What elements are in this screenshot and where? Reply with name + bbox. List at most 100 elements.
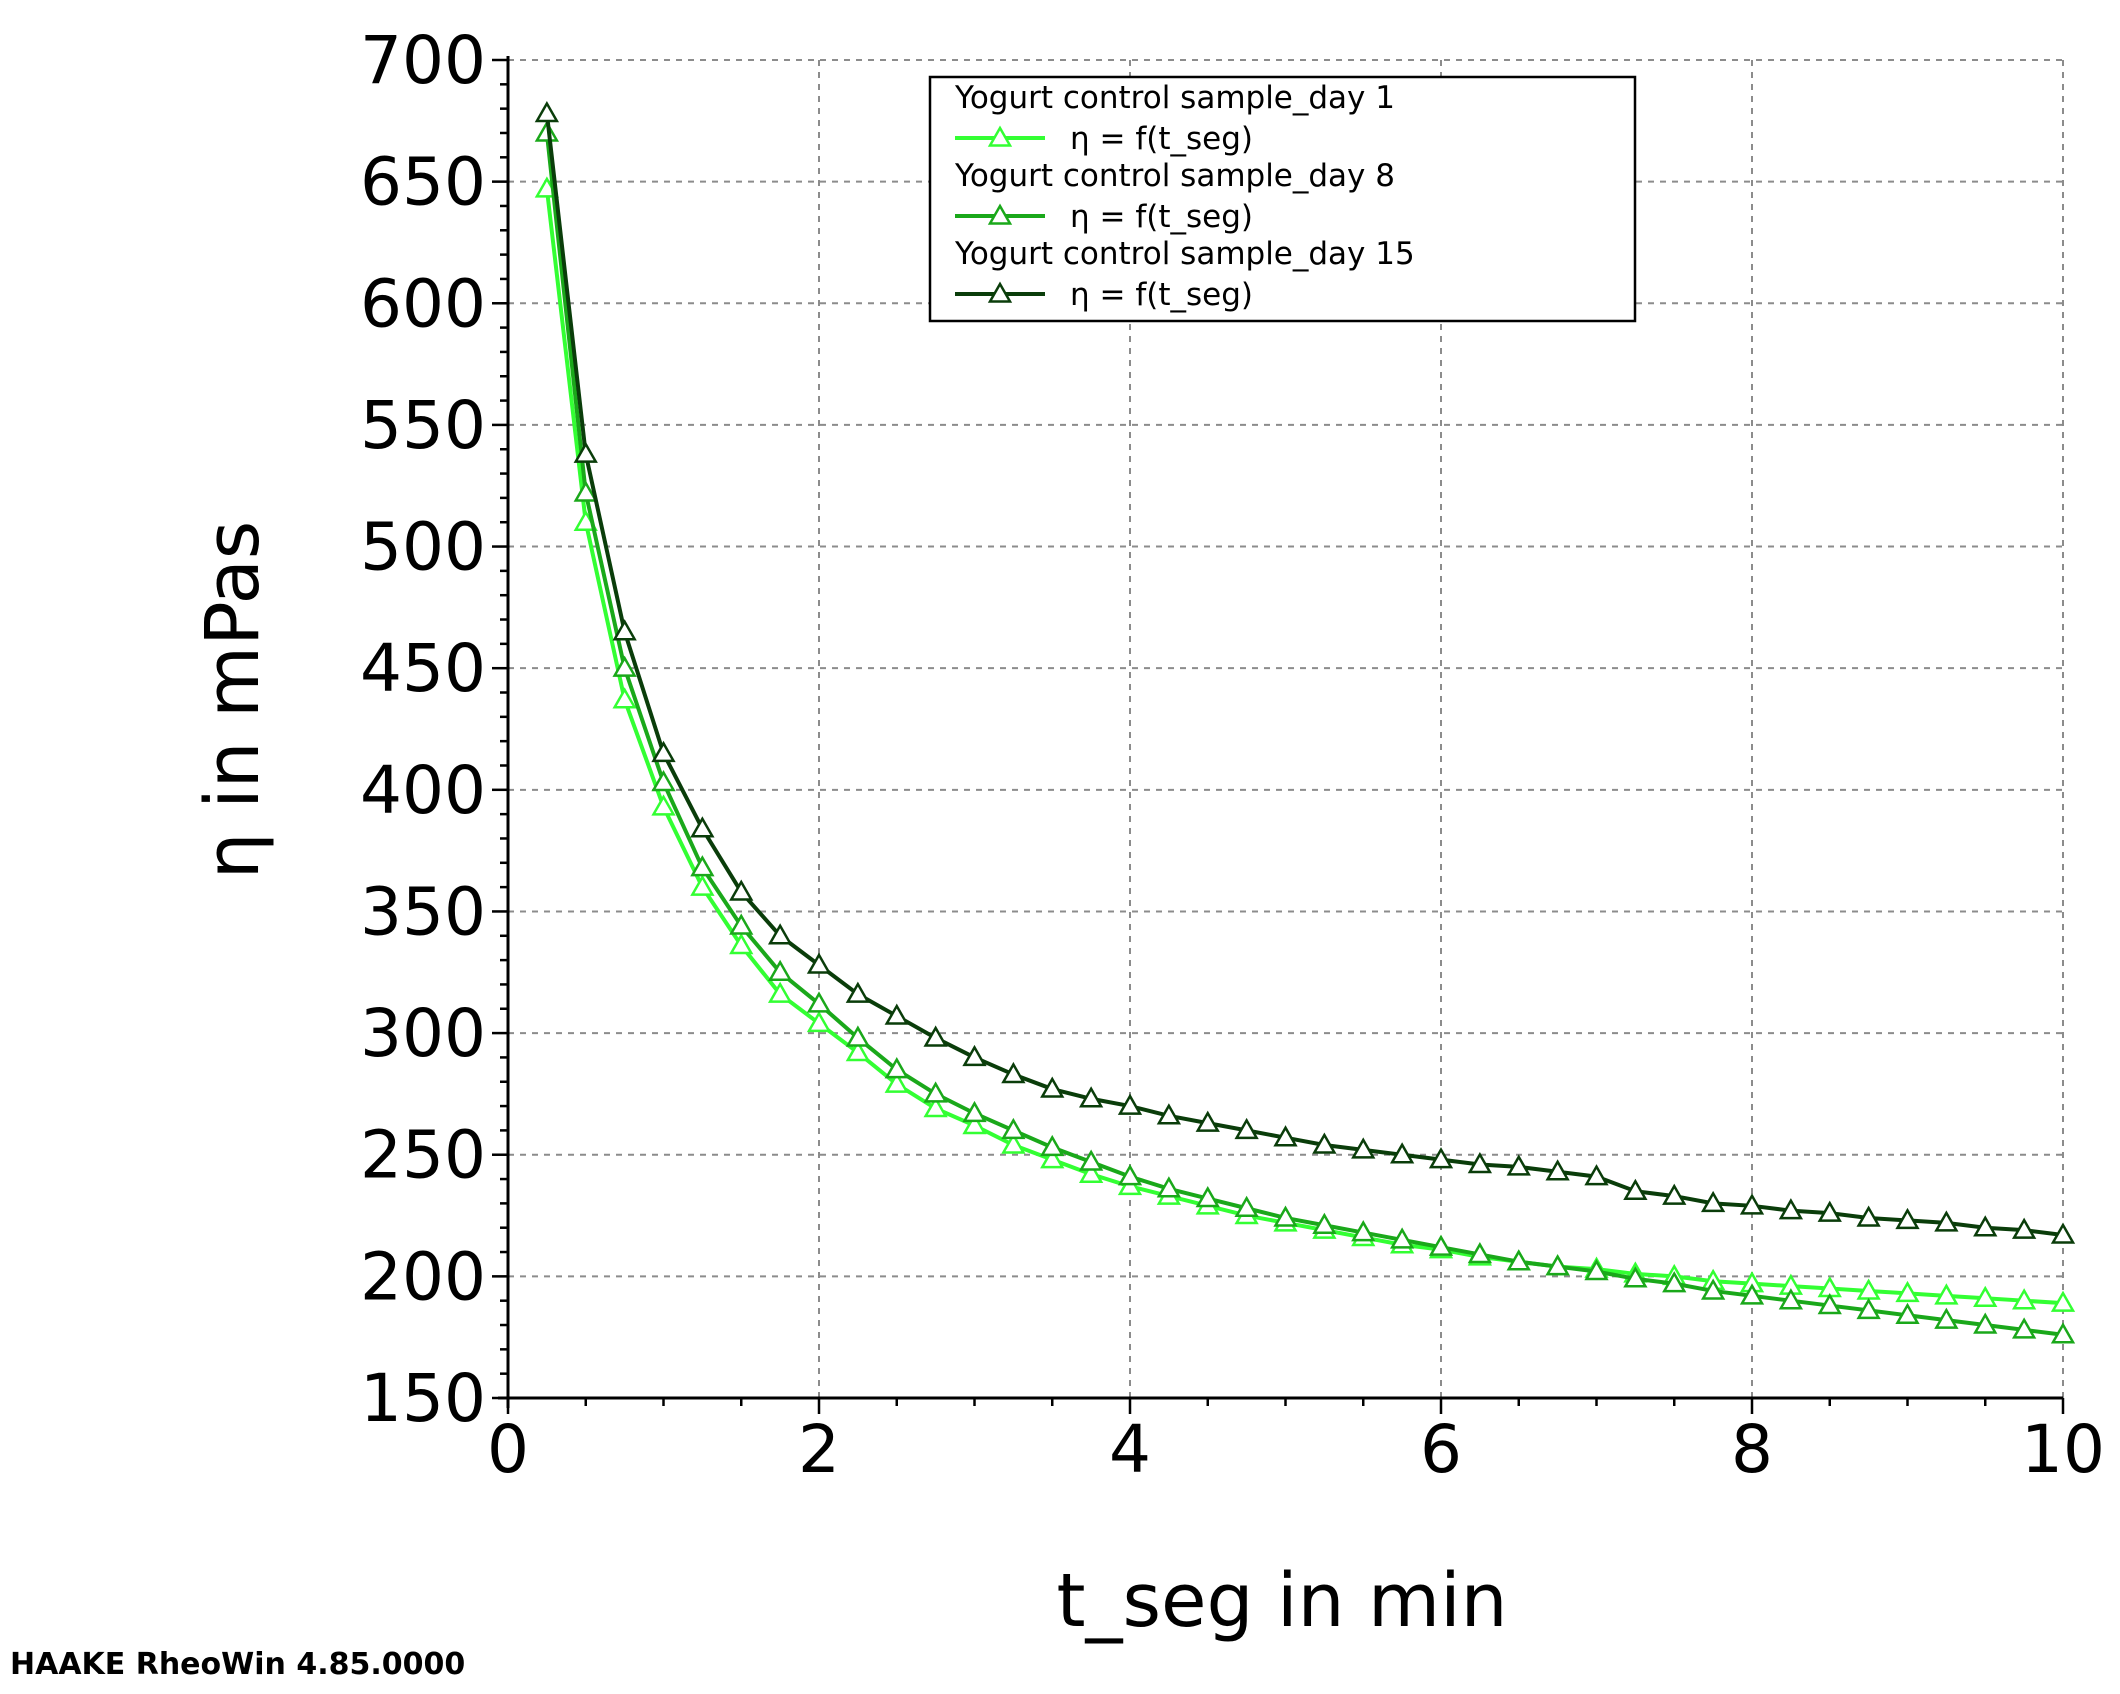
legend-entries: Yogurt control sample_day 1η = f(t_seg)Y… xyxy=(954,80,1415,313)
data-point-marker xyxy=(1273,1125,1298,1147)
data-point-marker xyxy=(923,1025,948,1047)
tick-labels: 150 200 250 300 350 400 450 500 550 600 650 700 0 2 4 6… xyxy=(360,22,2105,1488)
data-point-marker xyxy=(1156,1103,1182,1125)
data-point-marker xyxy=(2011,1217,2037,1239)
data-point-marker xyxy=(1351,1220,1376,1242)
data-point-marker xyxy=(1623,1178,1648,1200)
data-point-marker xyxy=(1428,1234,1454,1256)
y-axis-title: η in mPas xyxy=(190,521,276,880)
data-point-marker xyxy=(1040,1076,1065,1098)
series-line xyxy=(544,132,2064,1337)
data-point-marker xyxy=(767,981,793,1003)
legend-marker xyxy=(987,125,1013,147)
data-point-marker xyxy=(806,952,832,974)
data-point-marker xyxy=(1895,1207,1920,1230)
data-point-marker xyxy=(767,923,793,945)
data-point-marker xyxy=(1623,1266,1648,1288)
data-point-marker xyxy=(767,959,793,982)
legend-series-label: η = f(t_seg) xyxy=(1070,277,1253,313)
data-point-marker xyxy=(1895,1280,1920,1303)
data-point-marker xyxy=(651,740,676,763)
data-point-marker xyxy=(1973,1215,1998,1237)
data-point-marker xyxy=(651,794,676,816)
data-point-marker xyxy=(1662,1183,1687,1205)
x-tick-label: 8 xyxy=(1731,1411,1773,1488)
software-footer: HAAKE RheoWin 4.85.0000 xyxy=(10,1647,465,1682)
data-point-marker xyxy=(1739,1283,1765,1305)
y-tick-label: 150 xyxy=(360,1360,486,1437)
data-point-marker xyxy=(1001,1117,1026,1140)
data-point-marker xyxy=(1700,1278,1726,1300)
data-point-marker xyxy=(1739,1193,1765,1215)
data-point-marker xyxy=(690,816,715,838)
data-point-marker xyxy=(845,1025,871,1047)
data-point-marker xyxy=(1584,1164,1609,1186)
y-tick-label: 200 xyxy=(360,1238,486,1315)
y-tick-label: 350 xyxy=(360,873,486,950)
data-point-marker xyxy=(1934,1283,1959,1305)
legend-series-label: η = f(t_seg) xyxy=(1070,121,1253,157)
data-point-marker xyxy=(1778,1288,1804,1310)
data-point-marker xyxy=(1078,1086,1104,1108)
data-point-marker xyxy=(962,1113,987,1135)
data-point-marker xyxy=(1195,1185,1220,1208)
data-point-marker xyxy=(2050,1290,2076,1312)
legend: Yogurt control sample_day 1η = f(t_seg)Y… xyxy=(928,75,1637,323)
y-tick-label: 500 xyxy=(360,509,486,586)
data-point-marker xyxy=(884,1057,909,1079)
data-point-marker xyxy=(534,120,560,142)
data-point-marker xyxy=(923,1081,948,1103)
data-series xyxy=(534,101,2076,1344)
data-point-marker xyxy=(1389,1142,1415,1164)
data-point-marker xyxy=(1312,1132,1337,1154)
data-point-marker xyxy=(2011,1317,2037,1339)
data-point-marker xyxy=(729,879,754,901)
data-point-marker xyxy=(1428,1147,1454,1169)
y-tick-label: 600 xyxy=(360,265,486,342)
y-tick-label: 650 xyxy=(360,144,486,221)
data-point-marker xyxy=(690,855,715,877)
data-point-marker xyxy=(1506,1154,1531,1176)
data-point-marker xyxy=(806,1010,832,1033)
data-point-marker xyxy=(1117,1093,1143,1115)
legend-entry-2: Yogurt control sample_day 8 η = f(t_seg) xyxy=(954,158,1395,235)
data-point-marker xyxy=(1584,1258,1609,1281)
data-point-marker xyxy=(1973,1312,1998,1334)
data-point-marker xyxy=(1662,1271,1687,1293)
data-point-marker xyxy=(1195,1110,1220,1132)
data-point-marker xyxy=(1389,1227,1415,1249)
y-tick-label: 250 xyxy=(360,1117,486,1194)
legend-series-label: η = f(t_seg) xyxy=(1070,199,1253,235)
y-tick-label: 400 xyxy=(360,752,486,829)
data-point-marker xyxy=(1817,1293,1842,1315)
y-tick-label: 700 xyxy=(360,22,486,99)
data-point-marker xyxy=(1351,1137,1376,1159)
data-point-marker xyxy=(573,441,598,463)
data-point-marker xyxy=(1040,1147,1065,1169)
data-point-marker xyxy=(845,1040,871,1062)
data-point-marker xyxy=(1001,1061,1026,1084)
y-tick-label: 450 xyxy=(360,630,486,707)
legend-box xyxy=(928,75,1637,323)
data-point-marker xyxy=(1856,1205,1881,1227)
data-point-marker xyxy=(1817,1200,1842,1222)
data-point-marker xyxy=(651,770,676,792)
legend-marker xyxy=(987,281,1013,303)
data-point-marker xyxy=(1973,1285,1998,1308)
series-3 xyxy=(534,101,2076,1244)
data-point-marker xyxy=(1273,1205,1298,1227)
data-point-marker xyxy=(1545,1159,1570,1181)
data-point-marker xyxy=(962,1100,987,1123)
data-point-marker xyxy=(1506,1249,1531,1271)
data-point-marker xyxy=(1234,1195,1259,1217)
data-point-marker xyxy=(534,101,560,123)
data-point-marker xyxy=(2050,1322,2076,1344)
series-2 xyxy=(534,120,2076,1344)
axes xyxy=(492,56,2065,1414)
data-point-marker xyxy=(884,1071,909,1093)
x-tick-label: 4 xyxy=(1109,1411,1151,1488)
data-point-marker xyxy=(612,619,637,641)
x-tick-label: 0 xyxy=(487,1411,529,1488)
legend-marker xyxy=(987,203,1013,225)
